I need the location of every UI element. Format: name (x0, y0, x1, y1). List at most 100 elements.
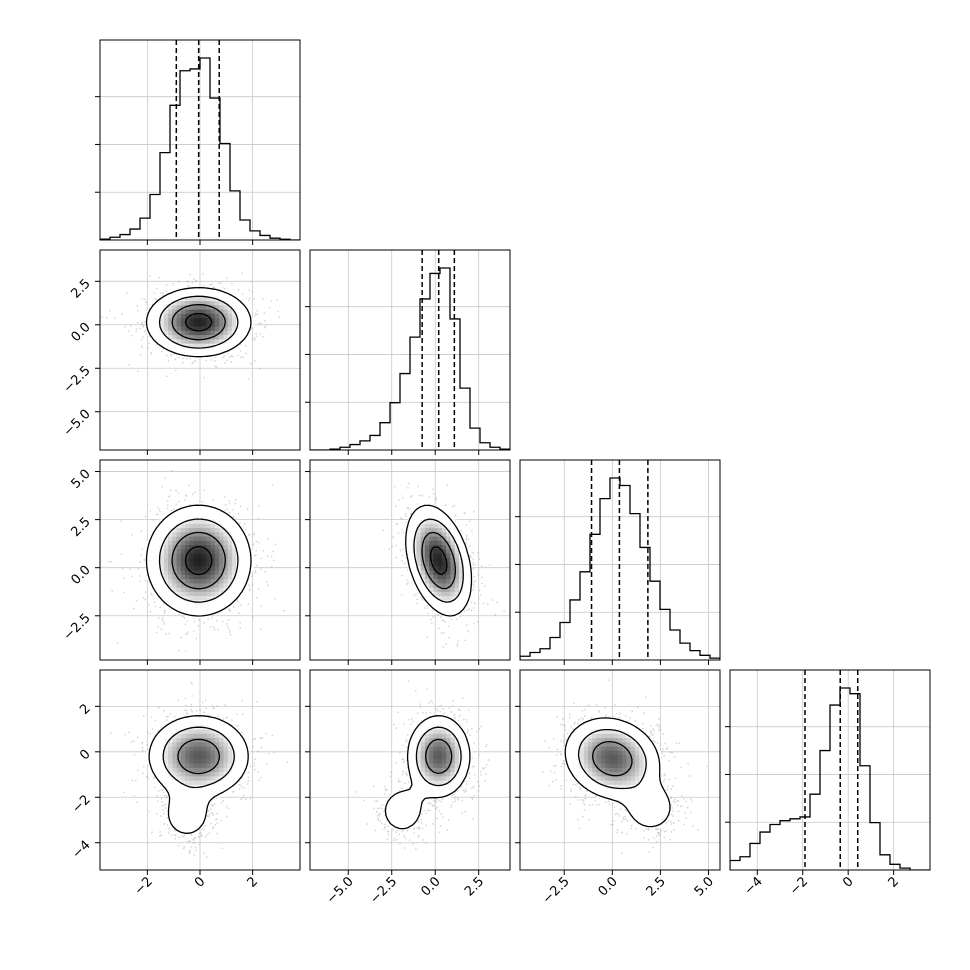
density-cell (463, 755, 469, 760)
density-cell (656, 780, 662, 786)
density-cell (454, 604, 460, 610)
density-cell (433, 536, 439, 542)
density-cell (185, 831, 190, 837)
density-cell (622, 797, 627, 803)
density-cell (634, 806, 640, 812)
density-cell (571, 733, 576, 739)
density-cell (185, 784, 190, 790)
density-cell (441, 574, 447, 580)
density-cell (244, 549, 250, 555)
density-cell (446, 579, 452, 585)
density-cell (163, 528, 169, 533)
density-cell (429, 750, 435, 756)
density-cell (236, 733, 242, 739)
density-cell (395, 818, 400, 824)
density-cell (236, 330, 242, 336)
density-cell (656, 750, 662, 756)
density-cell (189, 296, 195, 302)
density-cell (163, 789, 169, 795)
density-cell (592, 763, 598, 769)
density-cell (579, 780, 585, 786)
density-cell (176, 553, 182, 559)
density-cell (441, 566, 447, 572)
density-cell (450, 763, 456, 769)
density-cell (420, 511, 426, 516)
density-cell (630, 729, 636, 735)
density-cell (185, 579, 190, 585)
density-cell (433, 721, 439, 726)
density-cell (403, 801, 409, 807)
density-cell (185, 600, 190, 606)
density-cell (193, 789, 199, 795)
density-cell (159, 562, 165, 567)
density-cell (219, 540, 225, 546)
density-cell (458, 738, 464, 743)
density-cell (626, 755, 632, 760)
density-cell (416, 583, 422, 589)
density-cell (197, 806, 203, 812)
density-cell (227, 296, 233, 302)
density-cell (605, 780, 610, 786)
density-cell (223, 335, 229, 340)
density-cell (231, 296, 237, 302)
density-cell (202, 566, 207, 572)
density-cell (575, 776, 581, 782)
density-cell (643, 797, 649, 803)
density-cell (420, 750, 426, 756)
density-cell (180, 296, 186, 302)
density-cell (566, 746, 572, 752)
density-cell (463, 570, 469, 576)
density-cell (441, 784, 447, 790)
density-cell (231, 763, 237, 769)
density-cell (223, 347, 229, 353)
density-cell (206, 729, 212, 735)
density-cell (437, 784, 443, 790)
density-cell (193, 528, 199, 533)
density-cell (214, 579, 220, 585)
density-cell (244, 562, 250, 567)
panel-frame (519, 669, 721, 871)
density-cell (159, 776, 165, 782)
density-cell (617, 780, 623, 786)
density-cell (399, 818, 405, 824)
density-cell (146, 318, 152, 323)
density-cell (223, 721, 229, 726)
density-cell (441, 545, 447, 550)
density-cell (433, 591, 439, 597)
x-tick-label: 0.0 (418, 874, 443, 899)
density-cell (571, 759, 576, 765)
density-cell (193, 716, 199, 722)
density-cell (656, 763, 662, 769)
density-cell (420, 536, 426, 542)
density-cell (155, 528, 161, 533)
density-cell (227, 600, 233, 606)
density-cell (647, 742, 653, 748)
density-cell (605, 755, 610, 760)
density-cell (600, 776, 606, 782)
density-cell (412, 763, 417, 769)
density-cell (202, 772, 207, 777)
density-cell (458, 729, 464, 735)
density-cell (450, 784, 456, 790)
density-cell (420, 776, 426, 782)
density-cell (626, 763, 632, 769)
density-cell (429, 746, 435, 752)
density-cell (588, 729, 593, 735)
density-cell (454, 600, 460, 606)
y-tick-label: −2.5 (61, 611, 94, 644)
density-cell (605, 729, 610, 735)
density-cell (197, 793, 203, 799)
density-cell (206, 519, 212, 525)
density-cell (231, 523, 237, 529)
density-cell (630, 746, 636, 752)
density-cell (172, 540, 178, 546)
density-cell (202, 763, 207, 769)
density-cell (467, 579, 473, 585)
density-cell (240, 574, 246, 580)
density-cell (463, 553, 469, 559)
density-cell (429, 738, 435, 743)
density-cell (605, 763, 610, 769)
density-cell (219, 296, 225, 302)
density-cell (180, 797, 186, 803)
x-tick-label: −2.5 (367, 874, 400, 907)
